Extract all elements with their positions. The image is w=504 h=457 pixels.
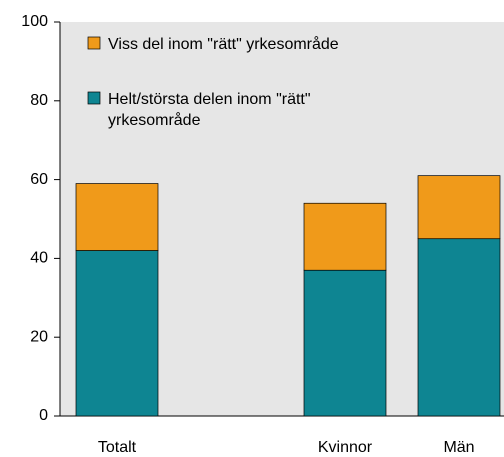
- legend-label: Viss del inom "rätt" yrkesområde: [108, 36, 339, 53]
- legend-swatch: [87, 36, 101, 50]
- legend-swatch: [87, 91, 101, 105]
- bar-segment: [417, 238, 501, 417]
- bar-segment: [75, 183, 159, 251]
- legend-label: Helt/största delen inom "rätt" yrkesområ…: [108, 91, 311, 129]
- y-tick-label: 20: [30, 328, 48, 345]
- y-tick-label: 80: [30, 92, 48, 109]
- x-tick-label: Totalt: [98, 439, 137, 456]
- x-tick-label: Kvinnor: [318, 439, 373, 456]
- y-tick-label: 60: [30, 171, 48, 188]
- bar-segment: [303, 269, 387, 417]
- y-tick-label: 0: [39, 407, 48, 424]
- bar-segment: [75, 250, 159, 417]
- bar-segment: [417, 175, 501, 240]
- y-tick-label: 100: [21, 13, 48, 30]
- y-tick-label: 40: [30, 250, 48, 267]
- x-tick-label: Män: [443, 439, 474, 456]
- bar-segment: [303, 202, 387, 271]
